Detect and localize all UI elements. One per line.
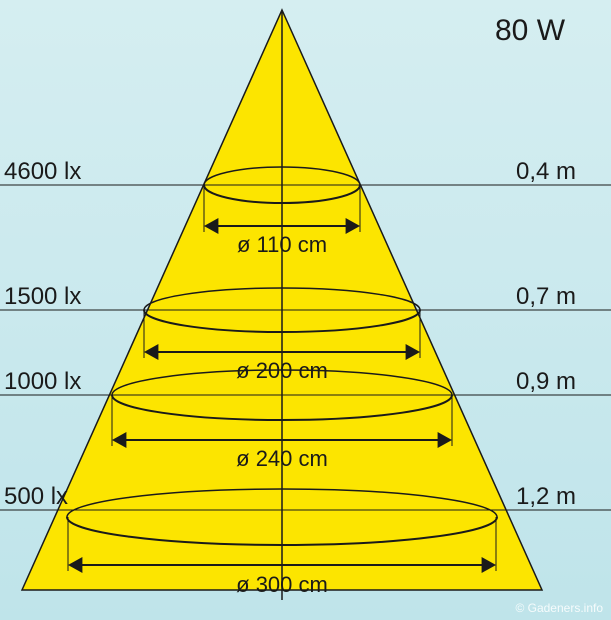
lux-label: 4600 lx	[4, 158, 81, 185]
distance-label: 0,4 m	[516, 158, 576, 185]
lux-label: 500 lx	[4, 483, 68, 510]
distance-label: 0,9 m	[516, 368, 576, 395]
light-cone-diagram: ø 110 cm4600 lx0,4 mø 200 cm1500 lx0,7 m…	[0, 0, 611, 620]
wattage-label: 80 W	[495, 14, 566, 47]
lux-label: 1500 lx	[4, 283, 81, 310]
lux-label: 1000 lx	[4, 368, 81, 395]
distance-label: 1,2 m	[516, 483, 576, 510]
watermark: © Gadeners.info	[515, 601, 603, 615]
distance-label: 0,7 m	[516, 283, 576, 310]
